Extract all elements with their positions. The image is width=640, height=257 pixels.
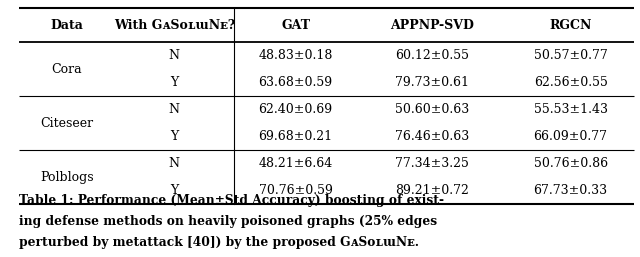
Text: ing defense methods on heavily poisoned graphs (25% edges: ing defense methods on heavily poisoned … bbox=[19, 215, 437, 228]
Text: 89.21±0.72: 89.21±0.72 bbox=[396, 184, 469, 197]
Text: GAT: GAT bbox=[281, 19, 310, 32]
Text: 50.76±0.86: 50.76±0.86 bbox=[534, 157, 608, 170]
Text: 48.83±0.18: 48.83±0.18 bbox=[259, 49, 333, 62]
Text: Cora: Cora bbox=[51, 63, 82, 76]
Text: 67.73±0.33: 67.73±0.33 bbox=[534, 184, 608, 197]
Text: 79.73±0.61: 79.73±0.61 bbox=[396, 76, 469, 89]
Text: N: N bbox=[169, 103, 180, 116]
Text: Citeseer: Citeseer bbox=[40, 117, 93, 130]
Text: 50.57±0.77: 50.57±0.77 bbox=[534, 49, 607, 62]
Text: Data: Data bbox=[51, 19, 83, 32]
Text: Y: Y bbox=[170, 76, 179, 89]
Text: 69.68±0.21: 69.68±0.21 bbox=[259, 130, 333, 143]
Text: 70.76±0.59: 70.76±0.59 bbox=[259, 184, 333, 197]
Text: 50.60±0.63: 50.60±0.63 bbox=[396, 103, 470, 116]
Text: 63.68±0.59: 63.68±0.59 bbox=[259, 76, 333, 89]
Text: RGCN: RGCN bbox=[549, 19, 592, 32]
Text: 55.53±1.43: 55.53±1.43 bbox=[534, 103, 607, 116]
Text: 76.46±0.63: 76.46±0.63 bbox=[396, 130, 470, 143]
Text: With GᴀSᴏʟɯNᴇ?: With GᴀSᴏʟɯNᴇ? bbox=[114, 19, 235, 32]
Text: Y: Y bbox=[170, 130, 179, 143]
Text: 77.34±3.25: 77.34±3.25 bbox=[396, 157, 469, 170]
Text: 48.21±6.64: 48.21±6.64 bbox=[259, 157, 333, 170]
Text: N: N bbox=[169, 49, 180, 62]
Text: perturbed by metattack [40]) by the proposed GᴀSᴏʟɯNᴇ.: perturbed by metattack [40]) by the prop… bbox=[19, 236, 419, 249]
Text: N: N bbox=[169, 157, 180, 170]
Text: 62.56±0.55: 62.56±0.55 bbox=[534, 76, 607, 89]
Text: Table 1: Performance (Mean±Std Accuracy) boosting of exist-: Table 1: Performance (Mean±Std Accuracy)… bbox=[19, 194, 444, 207]
Text: APPNP-SVD: APPNP-SVD bbox=[390, 19, 474, 32]
Text: Y: Y bbox=[170, 184, 179, 197]
Text: 66.09±0.77: 66.09±0.77 bbox=[534, 130, 607, 143]
Text: 62.40±0.69: 62.40±0.69 bbox=[259, 103, 333, 116]
Text: Polblogs: Polblogs bbox=[40, 171, 93, 184]
Text: 60.12±0.55: 60.12±0.55 bbox=[396, 49, 469, 62]
